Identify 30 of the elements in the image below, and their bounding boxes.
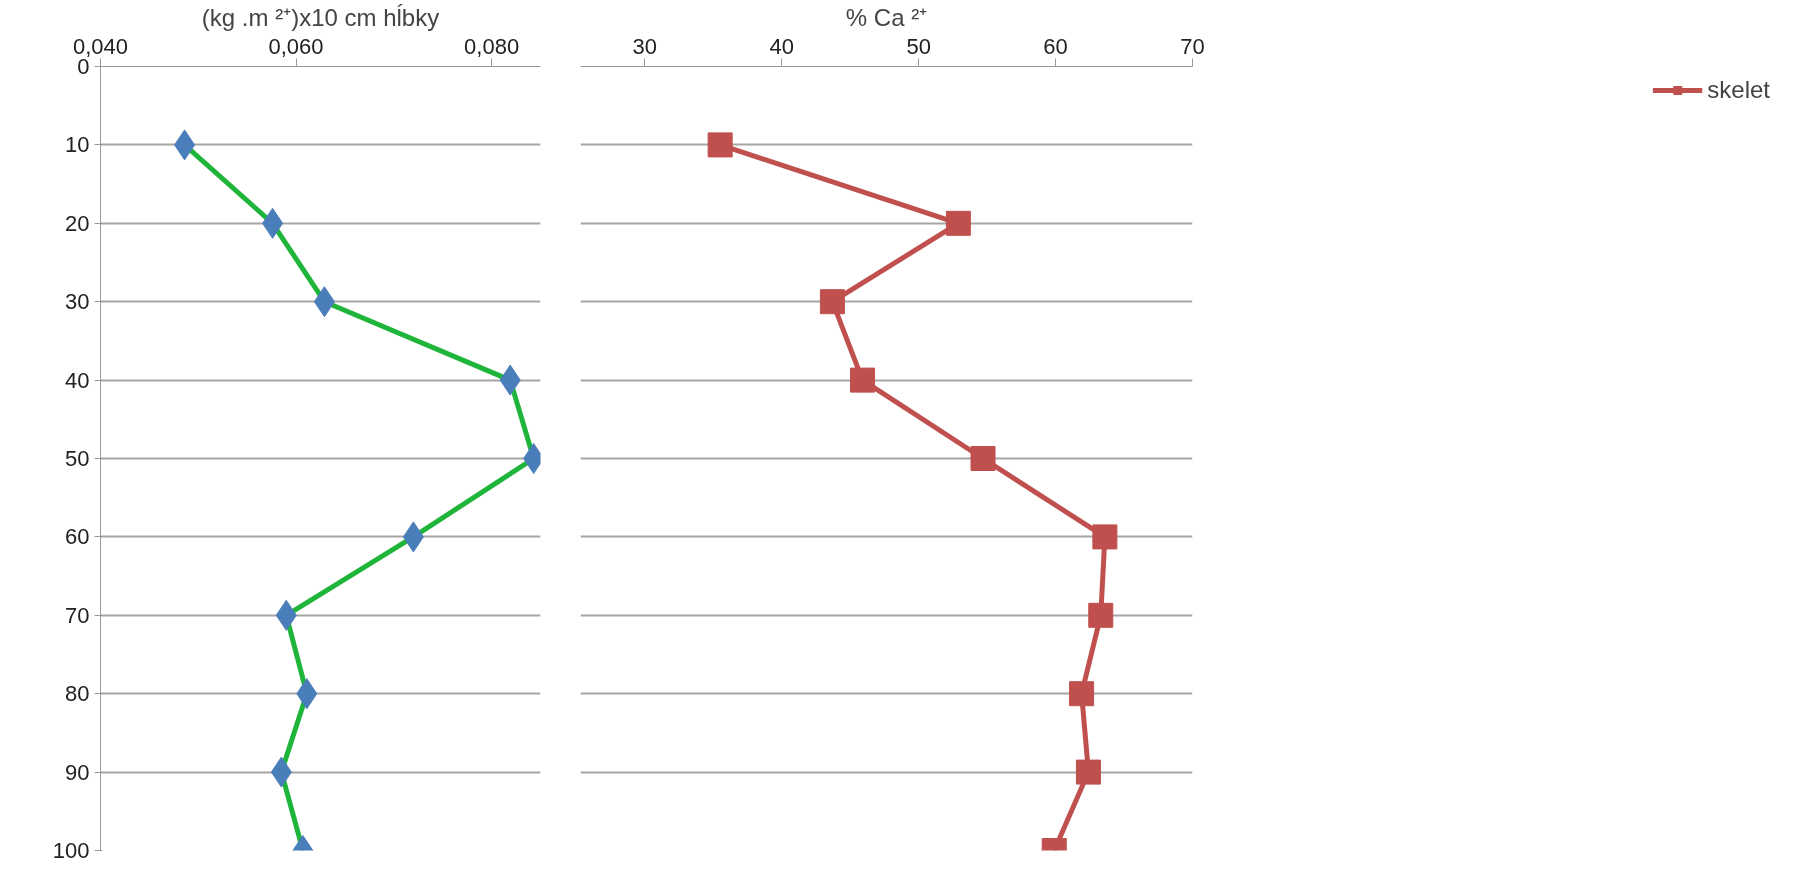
point [1088,602,1114,628]
point [819,289,845,315]
point [850,367,876,393]
y-tick-label: 20 [65,210,90,236]
y-tick-label: 90 [65,759,90,785]
x-tick-label: 30 [632,33,658,59]
y-tick-label: 30 [65,289,90,315]
legend-label: skelet [1707,76,1770,104]
y-tick-label: 40 [65,367,90,393]
x-tick-label: 60 [1043,33,1068,59]
x-tick-label: 50 [906,33,931,59]
y-tick-label: 60 [65,524,90,550]
point [1092,524,1118,550]
x-axis-title: % Ca ²⁺ [845,3,928,31]
y-tick-label: 70 [65,602,90,628]
x-tick-label: 0,040 [72,33,129,59]
point [970,446,996,471]
y-tick-label: 80 [65,681,90,707]
point [1069,681,1095,707]
point [1075,759,1101,785]
y-tick-label: 100 [52,838,90,863]
y-tick-label: 50 [65,446,90,471]
x-tick-label: 0,060 [268,33,324,59]
x-tick-label: 40 [769,33,795,59]
y-tick-label: 10 [65,132,90,158]
point [945,210,971,236]
x-tick-label: 70 [1180,33,1205,59]
x-axis-title: (kg .m ²⁺)x10 cm hĺbky [201,3,440,31]
point [707,132,733,158]
x-tick-label: 0,080 [464,33,520,59]
